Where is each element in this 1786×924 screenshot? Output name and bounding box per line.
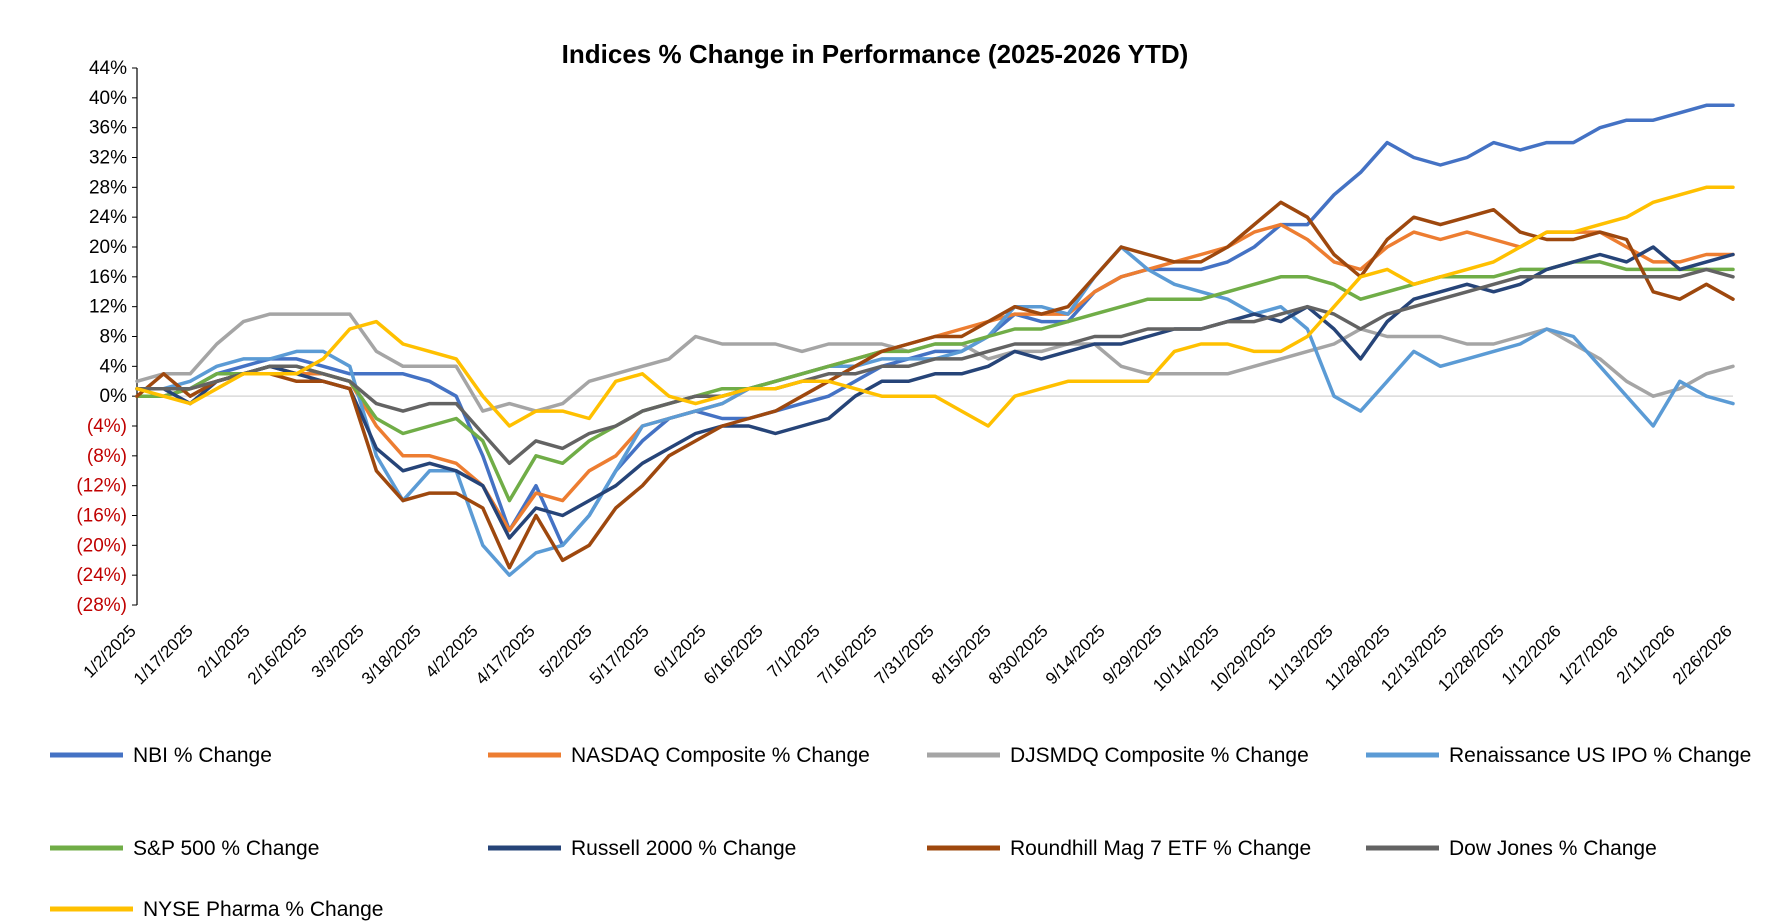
y-tick-label: 40% [89,88,127,109]
x-tick-label: 5/17/2025 [586,621,653,688]
y-tick-label: 4% [100,356,128,377]
x-tick-label: 1/2/2025 [80,621,140,681]
x-tick-label: 8/15/2025 [928,621,995,688]
y-tick-label: (24%) [76,565,127,586]
plot-area: 44% 40% 36% 32% 28% 24% 20% 16% 12% 8% 4% 0% (4%) (8%… [76,58,1736,695]
legend-label-6: Roundhill Mag 7 ETF % Change [1010,837,1311,860]
x-tick-label: 2/26/2026 [1669,621,1736,688]
x-tick-label: 9/14/2025 [1042,621,1109,688]
y-tick-label: (8%) [87,446,127,467]
y-tick-label: (20%) [76,535,127,556]
y-tick-label: (4%) [87,416,127,437]
x-tick-label: 2/11/2026 [1613,621,1679,687]
legend-label-5: Russell 2000 % Change [571,837,796,860]
legend-label-4: S&P 500 % Change [133,837,319,860]
x-tick-label: 3/3/2025 [308,621,368,681]
series-line-0 [135,103,1735,548]
x-tick-label: 1/17/2025 [130,621,197,688]
series-line-3 [135,245,1735,577]
series-line-6 [135,200,1735,570]
y-tick-label: (16%) [76,506,127,527]
series-line-8 [135,185,1735,428]
y-tick-label: 44% [89,58,127,79]
series-line-1 [135,222,1735,533]
series-line-4 [135,260,1735,503]
x-tick-label: 2/1/2025 [194,621,254,681]
x-tick-label: 6/1/2025 [650,621,710,681]
x-tick-label: 7/31/2025 [871,621,938,688]
x-tick-label: 7/16/2025 [814,621,881,688]
series-line-5 [135,245,1735,540]
legend: NBI % Change NASDAQ Composite % Change DJS… [50,744,1751,921]
x-tick-label: 3/18/2025 [358,621,425,688]
x-tick-label: 5/2/2025 [536,621,596,681]
legend-label-8: NYSE Pharma % Change [143,898,383,921]
x-tick-label: 4/2/2025 [422,621,482,681]
legend-label-3: Renaissance US IPO % Change [1449,744,1751,767]
chart-title: Indices % Change in Performance (2025-20… [562,39,1189,69]
y-tick-label: (28%) [76,595,127,616]
y-tick-label: 12% [89,297,127,318]
y-tick-label: 28% [89,177,127,198]
y-tick-label: 0% [100,386,128,407]
y-tick-label: 20% [89,237,127,258]
legend-label-2: DJSMDQ Composite % Change [1010,744,1309,767]
x-tick-label: 4/17/2025 [472,621,539,688]
legend-label-0: NBI % Change [133,744,272,767]
y-tick-label: 16% [89,267,127,288]
y-tick-label: 32% [89,148,127,169]
x-tick-label: 8/30/2025 [985,621,1052,688]
y-tick-label: 24% [89,207,127,228]
x-tick-label: 1/27/2026 [1555,621,1622,688]
legend-label-1: NASDAQ Composite % Change [571,744,870,767]
y-tick-label: (12%) [76,476,127,497]
y-tick-label: 8% [100,327,128,348]
legend-label-7: Dow Jones % Change [1449,837,1657,860]
x-tick-label: 1/12/2026 [1498,621,1565,688]
y-tick-label: 36% [89,118,127,139]
x-tick-label: 2/16/2025 [244,621,311,688]
x-tick-label: 6/16/2025 [700,621,767,688]
series-line-7 [135,267,1735,466]
x-tick-label: 7/1/2025 [764,621,824,681]
